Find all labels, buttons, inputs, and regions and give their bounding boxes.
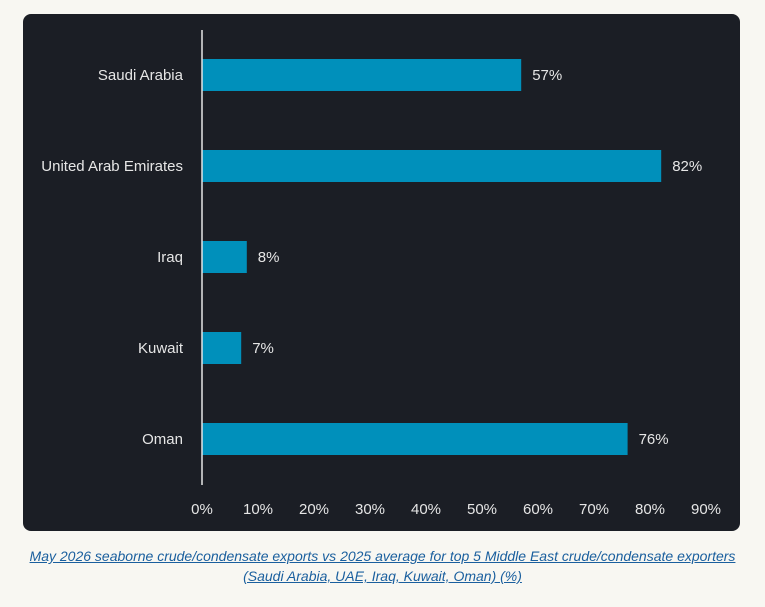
category-label: Kuwait — [138, 340, 184, 357]
x-tick-label: 30% — [355, 501, 385, 518]
bar-kuwait — [202, 332, 242, 364]
value-label: 8% — [258, 249, 280, 266]
x-tick-label: 80% — [635, 501, 665, 518]
x-tick-label: 0% — [191, 501, 213, 518]
bar-iraq — [202, 241, 247, 273]
chart-caption-link[interactable]: May 2026 seaborne crude/condensate expor… — [29, 548, 736, 584]
bar-chart: Saudi Arabia 57% United Arab Emirates 82% Ir… — [41, 30, 721, 518]
bar-saudi-arabia — [202, 59, 522, 91]
category-label: Oman — [142, 431, 183, 448]
x-tick-label: 50% — [467, 501, 497, 518]
x-tick-label: 90% — [691, 501, 721, 518]
value-label: 76% — [639, 431, 669, 448]
x-tick-label: 40% — [411, 501, 441, 518]
x-tick-label: 10% — [243, 501, 273, 518]
category-label: Iraq — [157, 249, 183, 266]
bar-united-arab-emirates — [202, 150, 662, 182]
category-label: United Arab Emirates — [41, 158, 183, 175]
x-tick-label: 60% — [523, 501, 553, 518]
x-tick-label: 70% — [579, 501, 609, 518]
value-label: 57% — [532, 67, 562, 84]
chart-panel: Saudi Arabia 57% United Arab Emirates 82% Ir… — [23, 14, 740, 531]
category-label: Saudi Arabia — [98, 67, 184, 84]
bar-oman — [202, 423, 628, 455]
x-tick-label: 20% — [299, 501, 329, 518]
value-label: 82% — [672, 158, 702, 175]
value-label: 7% — [252, 340, 274, 357]
